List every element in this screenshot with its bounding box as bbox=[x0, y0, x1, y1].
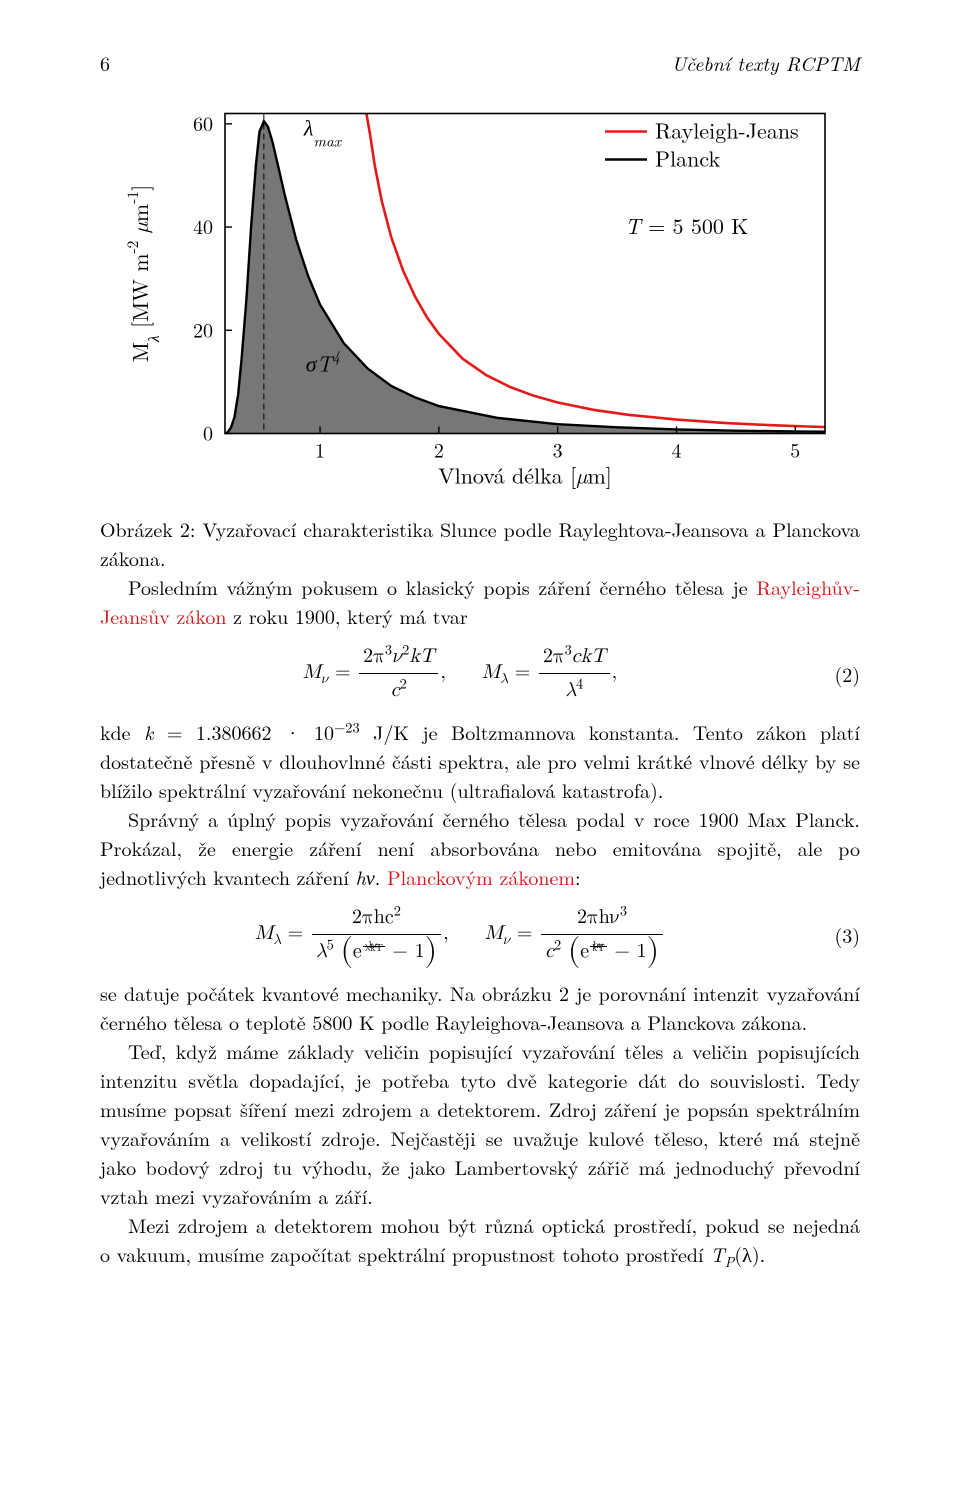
eq-sub: ν bbox=[321, 671, 328, 686]
eq-sym: ckT bbox=[572, 646, 606, 666]
page-number: 6 bbox=[100, 48, 110, 77]
svg-text:40: 40 bbox=[193, 211, 213, 240]
eq-sym: M bbox=[303, 662, 321, 682]
eq-text: − 1 bbox=[386, 941, 425, 961]
svg-text:5: 5 bbox=[790, 435, 800, 464]
figure-2: 123450204060Vlnová délka [µm]Mλ [MW m-2 … bbox=[120, 101, 840, 502]
svg-text:Mλ [MW m-2 µm-1]: Mλ [MW m-2 µm-1] bbox=[122, 185, 164, 362]
eq-sym: e bbox=[580, 941, 589, 961]
eq-sym: λ bbox=[316, 941, 327, 961]
svg-text:Vlnová délka [µm]: Vlnová délka [µm] bbox=[438, 460, 612, 491]
math-sub: P bbox=[725, 1252, 735, 1272]
eq-sym: M bbox=[482, 662, 500, 682]
math-sup: −23 bbox=[334, 717, 360, 737]
svg-text:20: 20 bbox=[193, 314, 213, 343]
svg-text:T = 5 500 K: T = 5 500 K bbox=[625, 210, 748, 241]
text: : bbox=[575, 862, 581, 891]
eq-sym: kT bbox=[409, 646, 434, 666]
paragraph-quantum: se datuje počátek kvantové mechaniky. Na… bbox=[100, 978, 860, 1036]
svg-text:Planck: Planck bbox=[655, 143, 720, 174]
eq-num: 2πhc bbox=[352, 907, 394, 927]
eq-sym: c bbox=[545, 941, 554, 961]
eq-num: 2π bbox=[543, 646, 565, 666]
paragraph-medium: Mezi zdrojem a detektorem mohou být různ… bbox=[100, 1210, 860, 1268]
math-var: k bbox=[144, 717, 153, 746]
eq-sup: 4 bbox=[576, 676, 583, 691]
text: . bbox=[375, 862, 387, 891]
eq-sup: 2 bbox=[554, 937, 561, 952]
eq-comma: , bbox=[612, 662, 618, 682]
paragraph-rayleigh-intro: Posledním vážným pokusem o klasický popi… bbox=[100, 572, 860, 630]
equation-3: Mλ = 2πhc2 λ5 (ehcλkT − 1) , Mν = 2πhν3 bbox=[100, 903, 860, 966]
math-var: hν bbox=[356, 862, 375, 891]
eq-sup: 5 bbox=[327, 937, 334, 952]
eq-sup: 3 bbox=[565, 642, 572, 657]
equation-2-body: Mν = 2π3ν2kT c2 , Mλ = 2π3ckT λ4 , bbox=[100, 642, 820, 705]
eq-sub: ν bbox=[503, 932, 510, 947]
paragraph-quantities: Teď, když máme základy veličin popisujíc… bbox=[100, 1036, 860, 1210]
text: Posledním vážným pokusem o klasický popi… bbox=[128, 572, 756, 601]
text: kde bbox=[100, 717, 144, 746]
eq-sub: λ bbox=[273, 932, 281, 947]
text: z roku 1900, který má tvar bbox=[227, 601, 468, 630]
eq-text: − 1 bbox=[608, 941, 647, 961]
svg-text:4: 4 bbox=[671, 435, 681, 464]
eq-num: 2π bbox=[363, 646, 385, 666]
eq-sym: M bbox=[485, 923, 503, 943]
running-header: 6 Učební texty RCPTM bbox=[100, 48, 860, 77]
eq-comma: , bbox=[443, 923, 449, 943]
eq-sup: 2 bbox=[394, 903, 401, 918]
running-title: Učební texty RCPTM bbox=[672, 48, 860, 77]
blackbody-chart: 123450204060Vlnová délka [µm]Mλ [MW m-2 … bbox=[120, 101, 840, 496]
figure-2-caption: Obrázek 2: Vyzařovací charakteristika Sl… bbox=[100, 514, 860, 572]
text: = 1.380662 · 10 bbox=[153, 717, 334, 746]
svg-text:0: 0 bbox=[203, 418, 213, 447]
eq-sym: c bbox=[391, 680, 400, 700]
paragraph-boltzmann: kde k = 1.380662 · 10−23 J/K je Boltzman… bbox=[100, 717, 860, 804]
term-planck-law: Planckovým zákonem bbox=[387, 862, 575, 891]
eq-sym: λ bbox=[565, 680, 576, 700]
svg-text:λmax: λmax bbox=[303, 112, 342, 152]
eq-eq: = bbox=[335, 662, 357, 682]
text: (λ). bbox=[734, 1239, 765, 1268]
svg-text:Rayleigh-Jeans: Rayleigh-Jeans bbox=[655, 115, 799, 146]
eq-eq: = bbox=[515, 662, 537, 682]
eq-sym: ν bbox=[392, 646, 402, 666]
eq-eq: = bbox=[288, 923, 310, 943]
equation-2: Mν = 2π3ν2kT c2 , Mλ = 2π3ckT λ4 , (2) bbox=[100, 642, 860, 705]
equation-2-number: (2) bbox=[820, 659, 860, 688]
paragraph-planck-intro: Správný a úplný popis vyzařování černého… bbox=[100, 804, 860, 891]
equation-3-body: Mλ = 2πhc2 λ5 (ehcλkT − 1) , Mν = 2πhν3 bbox=[100, 903, 820, 966]
eq-sup: 2 bbox=[400, 676, 407, 691]
eq-eq: = bbox=[517, 923, 539, 943]
eq-sup: 3 bbox=[620, 903, 627, 918]
eq-num: 2πhν bbox=[577, 907, 620, 927]
svg-text:1: 1 bbox=[315, 435, 325, 464]
equation-3-number: (3) bbox=[820, 920, 860, 949]
math-var: T bbox=[710, 1239, 724, 1268]
eq-sym: e bbox=[353, 941, 362, 961]
eq-comma: , bbox=[440, 662, 446, 682]
svg-text:60: 60 bbox=[193, 108, 213, 137]
eq-sub: λ bbox=[500, 671, 508, 686]
eq-sym: M bbox=[255, 923, 273, 943]
